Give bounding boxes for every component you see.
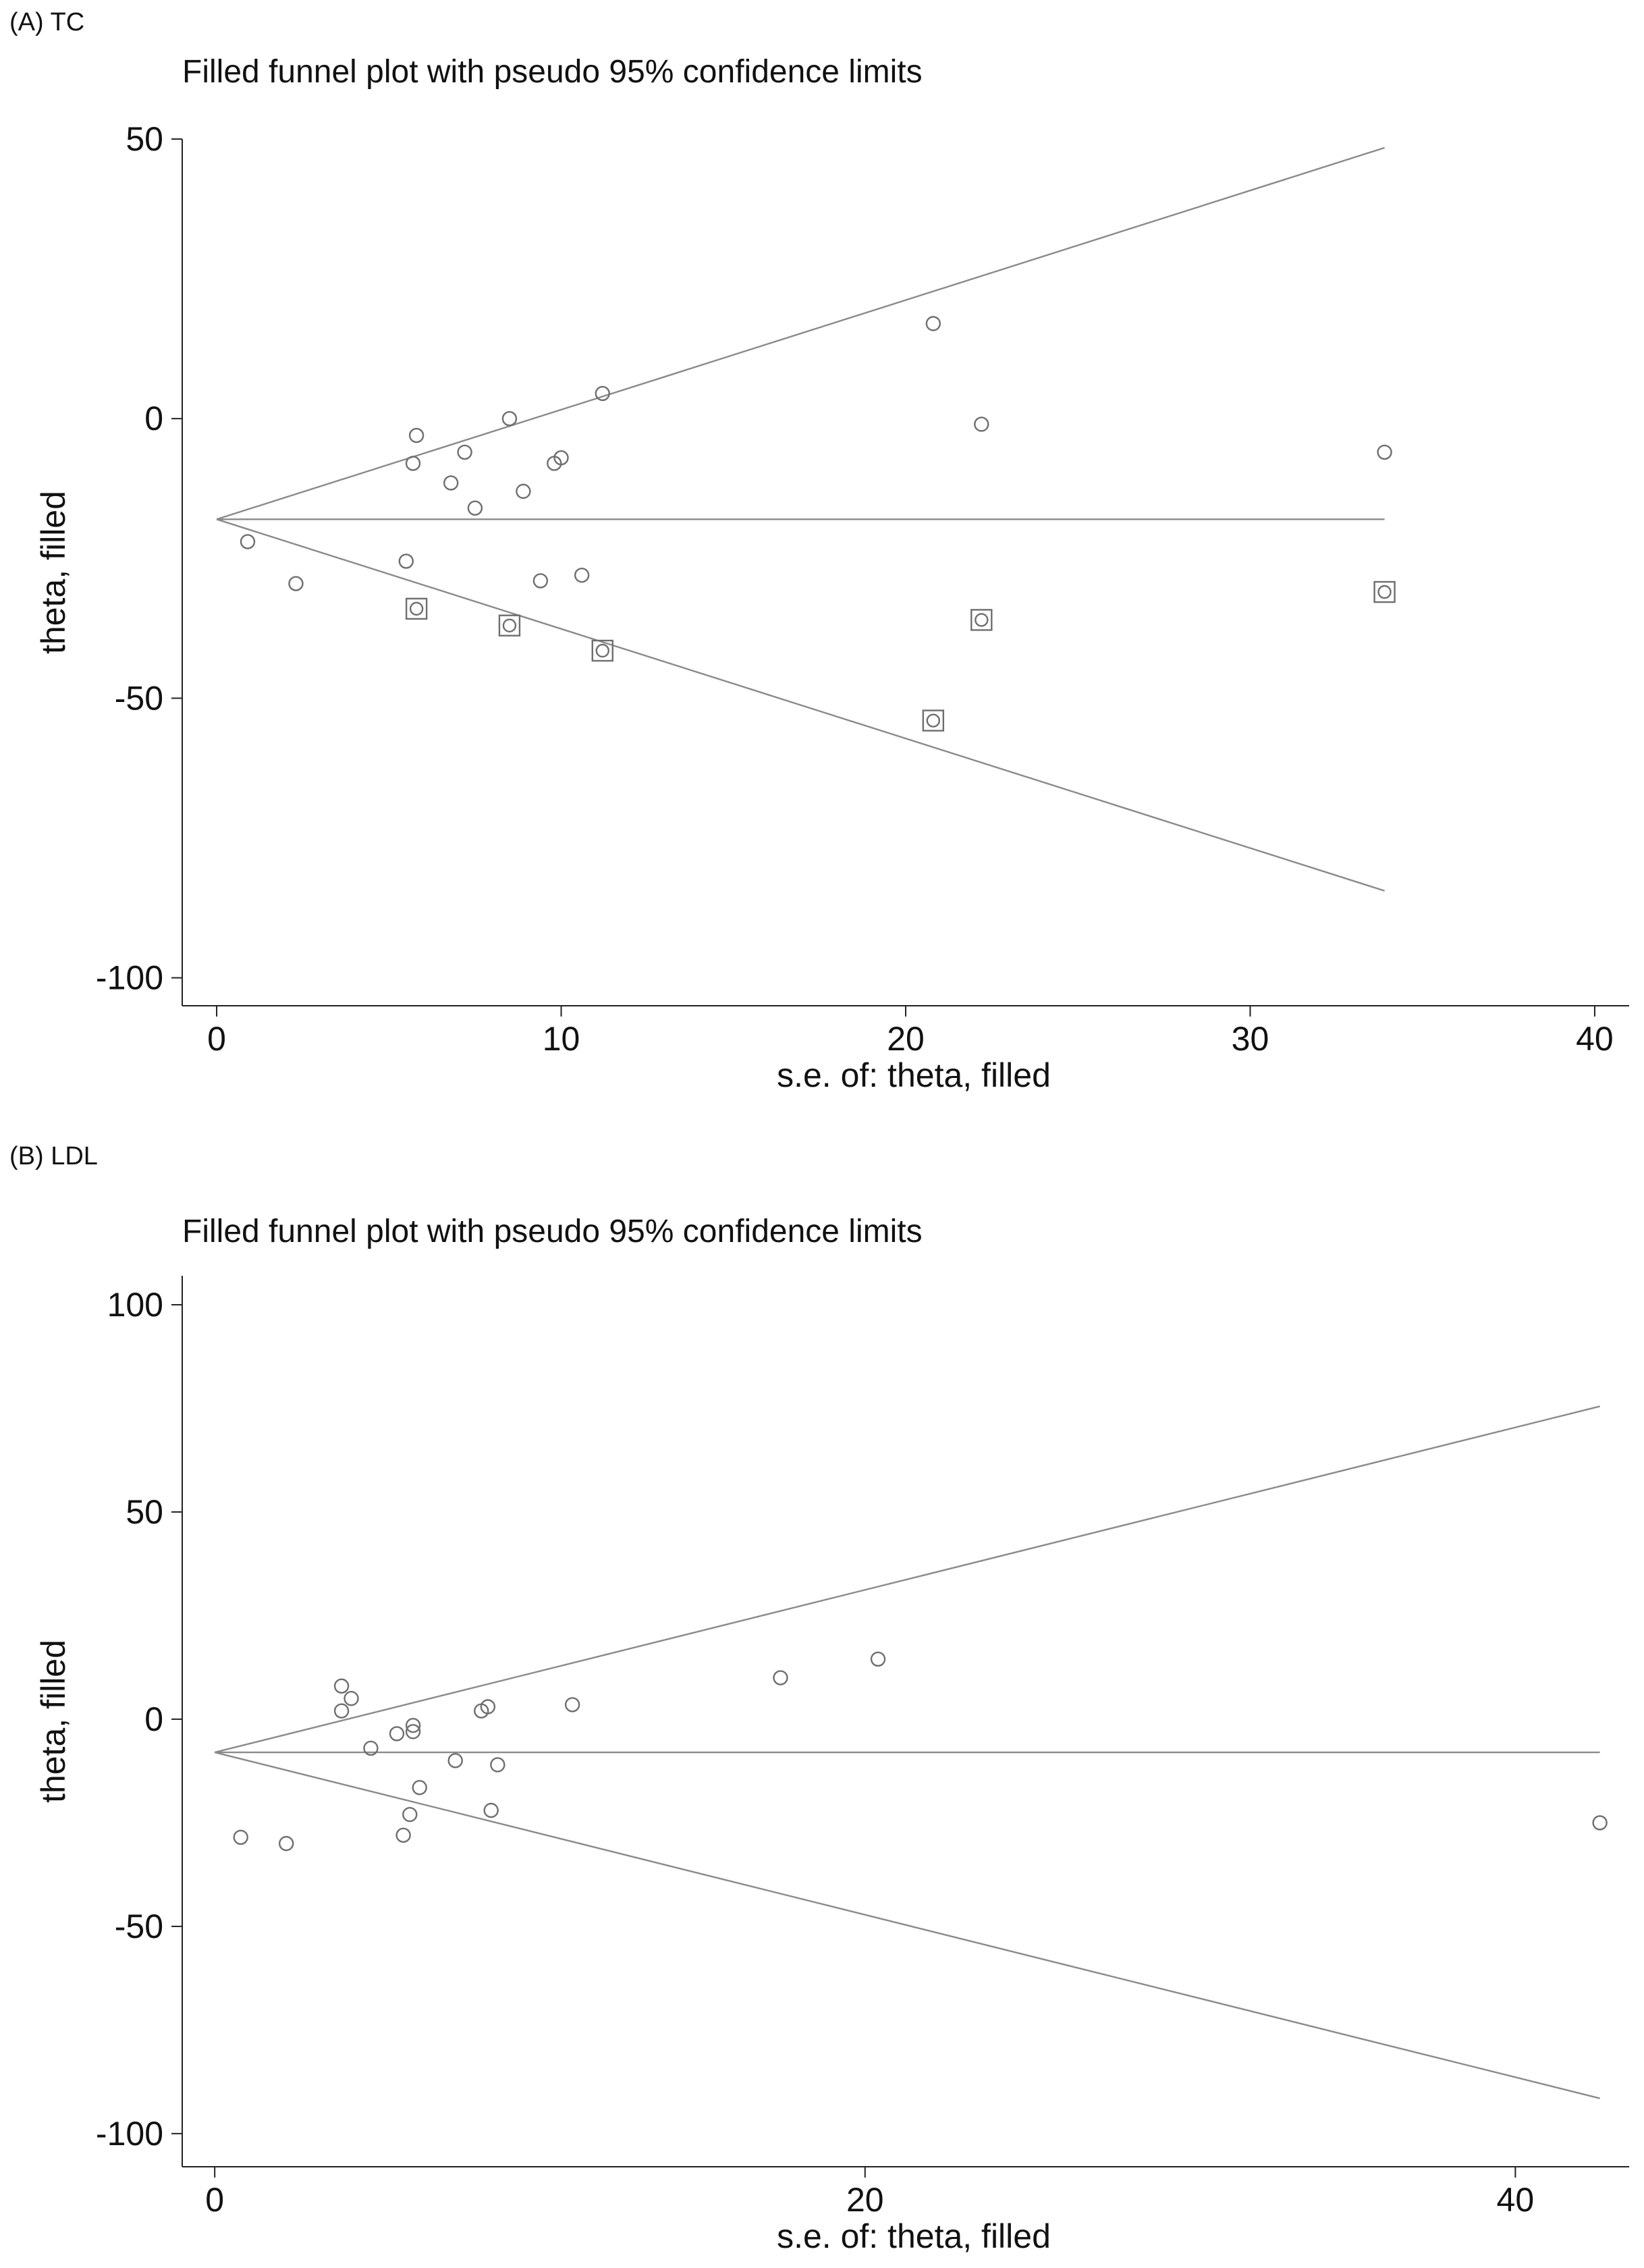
x-tick-label: 0 bbox=[205, 2181, 224, 2219]
filled-study-square bbox=[970, 609, 993, 631]
study-point bbox=[501, 410, 518, 427]
study-point bbox=[516, 483, 531, 500]
study-point bbox=[480, 1699, 496, 1714]
y-tick-label: 0 bbox=[144, 400, 163, 437]
x-tick-label: 40 bbox=[1497, 2181, 1535, 2219]
x-tick-label: 30 bbox=[1232, 1020, 1269, 1058]
x-axis-title: s.e. of: theta, filled bbox=[777, 2217, 1051, 2255]
x-tick-label: 0 bbox=[207, 1020, 226, 1058]
lower-confidence-limit bbox=[216, 518, 1385, 892]
study-point bbox=[574, 567, 590, 583]
study-point bbox=[405, 1724, 421, 1739]
x-tick-label: 10 bbox=[543, 1020, 580, 1058]
study-point bbox=[595, 385, 610, 402]
study-point bbox=[532, 573, 549, 589]
x-tick-label: 20 bbox=[887, 1020, 925, 1058]
filled-study-point bbox=[926, 713, 941, 728]
y-axis-title: theta, filled bbox=[34, 491, 72, 654]
study-point bbox=[398, 554, 414, 569]
study-point bbox=[240, 534, 256, 549]
study-point bbox=[344, 1691, 359, 1706]
study-point bbox=[1377, 444, 1392, 460]
filled-study-point bbox=[409, 601, 424, 616]
study-point bbox=[564, 1697, 580, 1712]
x-tick-label: 40 bbox=[1576, 1020, 1614, 1058]
study-point bbox=[974, 416, 989, 432]
y-tick-label: 50 bbox=[126, 120, 163, 158]
study-point bbox=[467, 500, 483, 516]
filled-study-square bbox=[1373, 580, 1396, 603]
funnel-plot-tc: Filled funnel plot with pseudo 95% confi… bbox=[34, 54, 1629, 1094]
study-point bbox=[405, 1717, 421, 1733]
y-tick-label: 100 bbox=[107, 1286, 163, 1324]
chart-title: Filled funnel plot with pseudo 95% confi… bbox=[182, 54, 923, 90]
y-tick-label: -100 bbox=[96, 2115, 163, 2153]
filled-study-square bbox=[922, 709, 945, 732]
study-point bbox=[363, 1740, 379, 1756]
panel-a-label: (A) TC bbox=[9, 8, 85, 36]
y-axis-title: theta, filled bbox=[34, 1640, 72, 1803]
study-point bbox=[443, 475, 459, 491]
lower-confidence-limit bbox=[214, 1751, 1600, 2099]
study-point bbox=[402, 1806, 418, 1823]
filled-study-point bbox=[1377, 585, 1392, 599]
study-point bbox=[395, 1827, 411, 1843]
filled-study-point bbox=[975, 613, 989, 627]
study-point bbox=[490, 1757, 505, 1773]
study-point bbox=[1592, 1815, 1608, 1831]
study-point bbox=[870, 1651, 886, 1667]
study-point bbox=[773, 1670, 788, 1685]
study-point bbox=[389, 1726, 405, 1742]
y-tick-label: -100 bbox=[96, 959, 163, 997]
study-point bbox=[405, 456, 421, 471]
study-point bbox=[278, 1835, 294, 1852]
filled-study-square bbox=[405, 597, 428, 620]
study-point bbox=[447, 1753, 463, 1769]
y-tick-label: 50 bbox=[126, 1493, 163, 1531]
upper-confidence-limit bbox=[214, 1405, 1600, 1754]
study-point bbox=[483, 1802, 499, 1818]
y-tick-label: 0 bbox=[144, 1700, 163, 1738]
study-point bbox=[457, 444, 472, 460]
study-point bbox=[925, 316, 941, 331]
chart-title: Filled funnel plot with pseudo 95% confi… bbox=[182, 1214, 923, 1249]
filled-study-square bbox=[591, 639, 613, 662]
filled-study-square bbox=[498, 614, 521, 637]
study-point bbox=[412, 1780, 427, 1796]
study-point bbox=[553, 450, 569, 466]
filled-study-point bbox=[502, 618, 517, 632]
study-point bbox=[288, 576, 304, 591]
study-point bbox=[333, 1678, 350, 1694]
study-point bbox=[233, 1829, 248, 1845]
filled-study-point bbox=[595, 643, 609, 658]
y-tick-label: -50 bbox=[115, 1908, 163, 1945]
panel-b-label: (B) LDL bbox=[9, 1142, 98, 1170]
x-axis-title: s.e. of: theta, filled bbox=[777, 1056, 1051, 1094]
y-tick-label: -50 bbox=[115, 679, 163, 717]
study-point bbox=[408, 427, 424, 443]
study-point bbox=[333, 1703, 350, 1719]
x-tick-label: 20 bbox=[846, 2181, 884, 2219]
